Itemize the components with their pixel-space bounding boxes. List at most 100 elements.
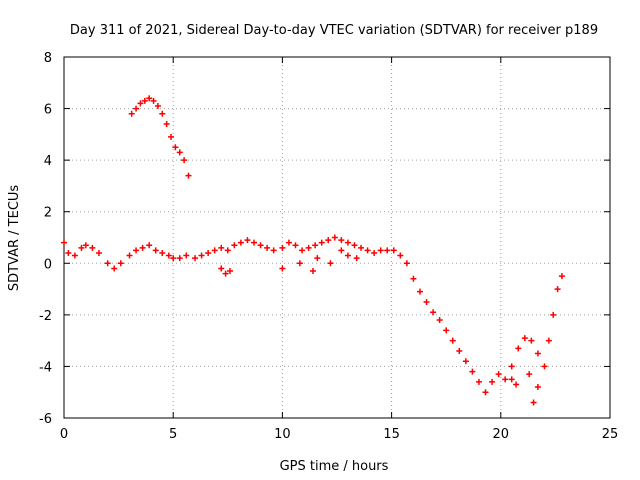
data-point (550, 311, 557, 318)
data-point (244, 237, 251, 244)
data-point (126, 252, 133, 259)
y-tick-label: 6 (44, 103, 52, 118)
data-point (456, 347, 463, 354)
data-point (61, 239, 67, 246)
y-tick-label: 8 (44, 51, 52, 66)
data-point (397, 252, 404, 259)
data-point (176, 149, 183, 156)
data-point (515, 345, 522, 352)
data-point (495, 371, 502, 378)
data-point (159, 249, 166, 256)
data-point (410, 275, 417, 282)
y-tick-label: -6 (39, 412, 52, 427)
data-point (224, 247, 231, 254)
data-point (181, 157, 188, 164)
data-point (364, 247, 371, 254)
data-point (137, 100, 144, 107)
data-point (534, 350, 541, 357)
data-point (95, 249, 102, 256)
data-point (218, 244, 225, 251)
data-point (541, 363, 548, 370)
data-point (327, 260, 334, 267)
data-point (172, 144, 179, 151)
data-point (168, 133, 175, 140)
data-point (312, 242, 319, 249)
data-point (285, 239, 292, 246)
data-point (192, 255, 199, 262)
x-tick-label: 0 (60, 427, 68, 442)
data-point (469, 368, 476, 375)
data-point (377, 247, 384, 254)
data-point (251, 239, 258, 246)
data-point (443, 327, 450, 334)
plot-frame (63, 56, 611, 419)
data-point (296, 260, 303, 267)
data-point (489, 378, 496, 385)
series-scattered-offshoots (218, 247, 541, 406)
data-point (344, 252, 351, 259)
series-early-arc (128, 95, 192, 179)
data-point (309, 268, 316, 275)
x-tick-label: 15 (383, 427, 400, 442)
data-point (416, 288, 423, 295)
data-point (183, 252, 190, 259)
data-point (185, 172, 192, 179)
data-point (403, 260, 410, 267)
data-point (139, 244, 146, 251)
data-point (78, 244, 85, 251)
y-tick-label: 4 (44, 154, 52, 169)
data-point (353, 255, 360, 262)
data-point (104, 260, 111, 267)
y-tick-labels: -6 -4 -2 0 2 4 6 8 (39, 51, 52, 427)
data-point (449, 337, 456, 344)
data-point (305, 244, 312, 251)
data-point (534, 384, 541, 391)
x-tick-labels: 0 5 10 15 20 25 (60, 427, 618, 442)
data-point (205, 249, 212, 256)
data-point (111, 265, 118, 272)
y-axis-label: SDTVAR / TECUs (7, 185, 22, 292)
data-point (358, 244, 365, 251)
data-point (159, 110, 166, 117)
data-point (513, 381, 520, 388)
data-point (344, 239, 351, 246)
data-point (558, 273, 565, 280)
data-point (146, 95, 153, 102)
data-point (351, 242, 358, 249)
data-point (528, 337, 535, 344)
data-point (436, 317, 443, 324)
data-point (314, 255, 321, 262)
data-point (299, 247, 306, 254)
grid (64, 57, 610, 418)
data-point (211, 247, 218, 254)
data-points (61, 95, 565, 406)
chart-title: Day 311 of 2021, Sidereal Day-to-day VTE… (70, 23, 598, 38)
x-axis-label: GPS time / hours (280, 459, 389, 474)
data-point (257, 242, 264, 249)
data-point (430, 309, 437, 316)
data-point (384, 247, 391, 254)
data-point (128, 110, 135, 117)
data-point (71, 252, 78, 259)
data-point (318, 239, 325, 246)
data-point (279, 265, 286, 272)
data-point (133, 105, 140, 112)
data-point (279, 244, 286, 251)
y-tick-label: -4 (39, 360, 52, 375)
data-point (154, 102, 161, 109)
data-point (237, 239, 244, 246)
data-point (521, 335, 528, 342)
data-point (231, 242, 238, 249)
x-tick-label: 5 (169, 427, 177, 442)
data-point (554, 286, 561, 293)
data-point (475, 378, 482, 385)
data-point (508, 363, 515, 370)
x-tick-label: 25 (602, 427, 619, 442)
data-point (141, 97, 148, 104)
data-point (338, 237, 345, 244)
data-point (530, 399, 537, 406)
data-point (117, 260, 124, 267)
data-point (198, 252, 205, 259)
data-point (150, 97, 157, 104)
